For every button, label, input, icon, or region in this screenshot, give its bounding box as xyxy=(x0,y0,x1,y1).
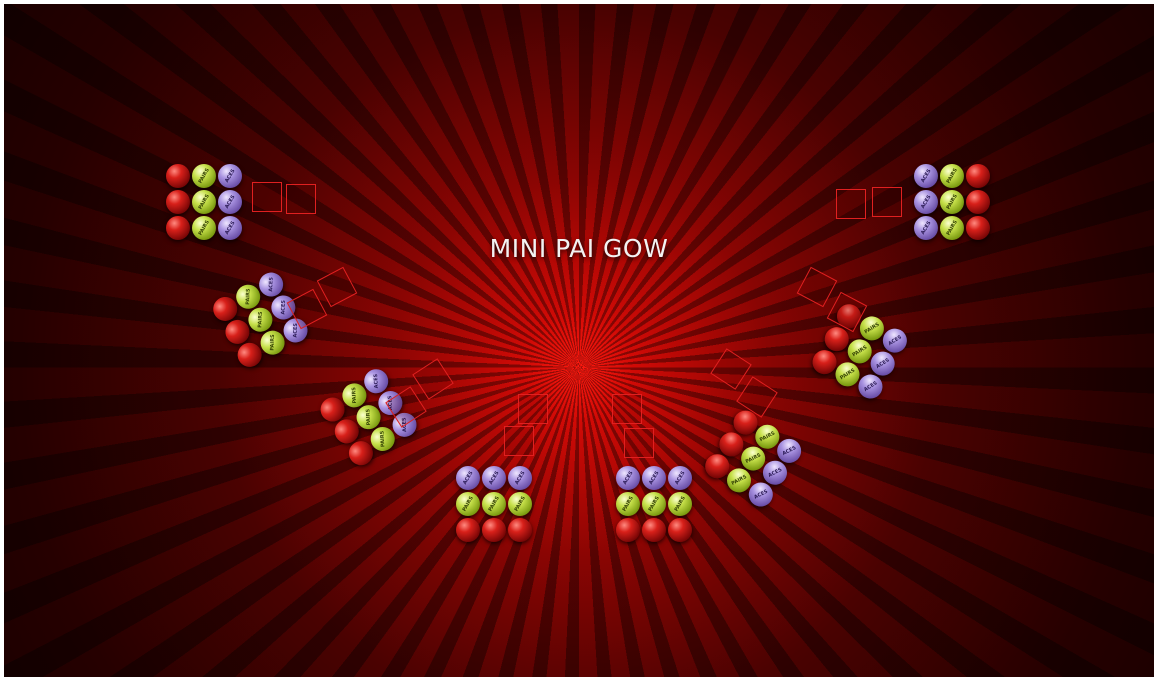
bet-spot-label: ACES xyxy=(767,466,783,479)
bet-spot-green[interactable]: PAIRS xyxy=(616,492,640,516)
bet-spot-green[interactable]: PAIRS xyxy=(192,216,216,240)
bet-spot-green[interactable]: PAIRS xyxy=(508,492,532,516)
card-placeholder xyxy=(872,187,902,217)
bet-spot-red[interactable] xyxy=(966,216,990,240)
bet-spot-label: PAIRS xyxy=(244,288,252,306)
bet-spot-label: ACES xyxy=(223,168,237,184)
bet-spot-purple[interactable]: ACES xyxy=(642,466,666,490)
bet-spot-label: PAIRS xyxy=(838,367,857,382)
bet-spot-purple[interactable]: ACES xyxy=(508,466,532,490)
bet-spot-green[interactable]: PAIRS xyxy=(456,492,480,516)
bet-spot-label: PAIRS xyxy=(744,452,762,465)
bet-spot-label: ACES xyxy=(267,277,275,292)
bet-spot-purple[interactable]: ACES xyxy=(218,216,242,240)
bet-spot-label: PAIRS xyxy=(758,430,776,444)
bet-spot-red[interactable] xyxy=(456,518,480,542)
bet-spot-label: ACES xyxy=(862,380,879,393)
bet-spot-label: PAIRS xyxy=(513,495,527,513)
bet-spot-red[interactable] xyxy=(166,216,190,240)
bet-spot-purple[interactable]: ACES xyxy=(914,216,938,240)
bet-spot-label: ACES xyxy=(223,220,237,236)
seat-5: ACES ACES ACES PAIRS PAIRS PAIRS xyxy=(616,466,916,546)
bet-spot-label: ACES xyxy=(223,194,237,210)
game-table: MINI PAI GOW PAIRS ACES PAIRS ACES PAIRS ACES… xyxy=(4,4,1154,677)
bet-spot-label: PAIRS xyxy=(863,321,881,336)
bet-spot-purple[interactable]: ACES xyxy=(668,466,692,490)
bet-spot-red[interactable] xyxy=(508,518,532,542)
bet-spot-red[interactable] xyxy=(166,190,190,214)
bet-spot-label: ACES xyxy=(647,470,661,486)
bet-spot-label: ACES xyxy=(781,444,797,457)
seat-4: ACES ACES ACES PAIRS PAIRS PAIRS xyxy=(456,466,756,546)
card-placeholder xyxy=(286,184,316,214)
game-title: MINI PAI GOW xyxy=(489,234,669,263)
bet-spot-red[interactable] xyxy=(642,518,666,542)
bet-spot-purple[interactable]: ACES xyxy=(616,466,640,490)
bet-spot-label: ACES xyxy=(752,488,769,501)
card-placeholder xyxy=(796,266,838,308)
bet-spot-label: PAIRS xyxy=(197,193,211,211)
card-placeholder xyxy=(836,189,866,219)
bet-spot-purple[interactable]: ACES xyxy=(456,466,480,490)
bet-spot-green[interactable]: PAIRS xyxy=(940,216,964,240)
card-placeholder xyxy=(710,348,752,390)
bet-spot-purple[interactable]: ACES xyxy=(218,164,242,188)
bet-spot-purple[interactable]: ACES xyxy=(914,190,938,214)
bet-spot-label: ACES xyxy=(919,194,933,210)
bet-spot-purple[interactable]: ACES xyxy=(218,190,242,214)
card-placeholder xyxy=(504,426,534,456)
bet-spot-green[interactable]: PAIRS xyxy=(940,164,964,188)
card-placeholder xyxy=(252,182,282,212)
bet-spot-label: ACES xyxy=(919,168,933,184)
bet-spot-label: ACES xyxy=(513,470,527,486)
card-placeholder xyxy=(518,394,548,424)
bet-spot-label: ACES xyxy=(919,220,933,236)
bet-spot-label: PAIRS xyxy=(487,495,501,513)
bet-spot-red[interactable] xyxy=(616,518,640,542)
bet-spot-label: PAIRS xyxy=(350,387,358,404)
seat-8: ACES PAIRS ACES PAIRS ACES PAIRS xyxy=(914,164,1154,244)
bet-spot-label: PAIRS xyxy=(945,193,959,211)
bet-spot-label: ACES xyxy=(372,373,380,389)
bet-spot-label: PAIRS xyxy=(257,311,264,329)
bet-spot-label: PAIRS xyxy=(197,167,211,185)
bet-spot-red[interactable] xyxy=(166,164,190,188)
bet-spot-green[interactable]: PAIRS xyxy=(482,492,506,516)
bet-spot-green[interactable]: PAIRS xyxy=(642,492,666,516)
bet-spot-label: PAIRS xyxy=(851,344,869,359)
bet-spot-purple[interactable]: ACES xyxy=(914,164,938,188)
bet-spot-green[interactable]: PAIRS xyxy=(940,190,964,214)
bet-spot-label: PAIRS xyxy=(945,219,959,237)
card-placeholder xyxy=(612,394,642,424)
bet-spot-label: ACES xyxy=(673,470,687,486)
card-placeholder xyxy=(624,428,654,458)
bet-spot-red[interactable] xyxy=(482,518,506,542)
bet-spot-label: ACES xyxy=(487,470,501,486)
bet-spot-red[interactable] xyxy=(966,164,990,188)
bet-spot-purple[interactable]: ACES xyxy=(482,466,506,490)
bet-spot-label: PAIRS xyxy=(365,408,372,426)
bet-spot-label: PAIRS xyxy=(621,495,635,513)
bet-spot-red[interactable] xyxy=(966,190,990,214)
bet-spot-green[interactable]: PAIRS xyxy=(192,164,216,188)
bet-spot-label: PAIRS xyxy=(673,495,687,513)
bet-spot-red[interactable] xyxy=(668,518,692,542)
bet-spot-label: PAIRS xyxy=(379,430,387,448)
bet-spot-label: PAIRS xyxy=(197,219,211,237)
seat-1: PAIRS ACES PAIRS ACES PAIRS ACES xyxy=(166,164,466,244)
bet-spot-label: ACES xyxy=(887,334,903,348)
bet-spot-label: PAIRS xyxy=(945,167,959,185)
bet-spot-green[interactable]: PAIRS xyxy=(668,492,692,516)
bet-spot-label: PAIRS xyxy=(647,495,661,513)
bet-spot-label: PAIRS xyxy=(730,473,748,487)
bet-spot-green[interactable]: PAIRS xyxy=(192,190,216,214)
bet-spot-label: PAIRS xyxy=(461,495,475,513)
bet-spot-label: ACES xyxy=(874,357,891,371)
bet-spot-label: PAIRS xyxy=(269,334,276,351)
bet-spot-label: ACES xyxy=(621,470,635,486)
bet-spot-label: ACES xyxy=(461,470,475,486)
